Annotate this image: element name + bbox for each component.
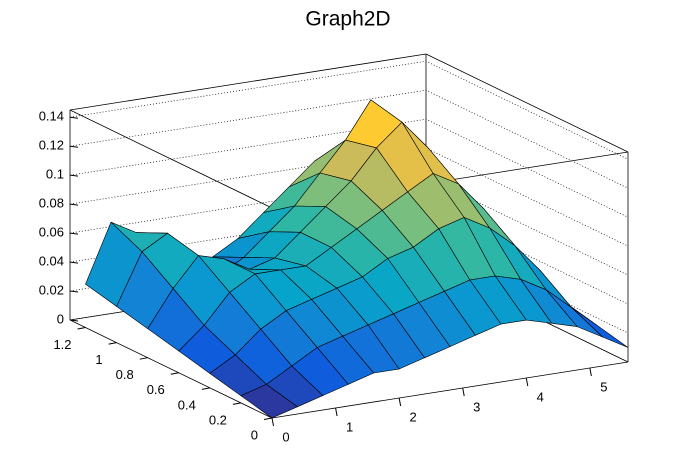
y-tick [263, 417, 273, 420]
y-tick-label: 0.6 [147, 382, 165, 397]
z-tick-label: 0.08 [39, 196, 64, 211]
y-tick [108, 342, 117, 345]
y-tick [232, 402, 242, 405]
x-tick [271, 417, 274, 427]
x-tick-label: 0 [282, 429, 289, 444]
y-tick-label: 0 [251, 427, 258, 442]
x-tick-label: 3 [473, 399, 480, 414]
z-tick [69, 319, 79, 322]
grid-line [69, 118, 629, 218]
y-tick-label: 1 [95, 352, 102, 367]
z-tick [69, 174, 79, 177]
z-tick [69, 116, 79, 119]
y-tick-label: 0.2 [209, 412, 227, 427]
x-tick-label: 5 [600, 379, 607, 394]
z-tick [69, 203, 79, 206]
y-tick [139, 357, 148, 360]
x-tick [525, 377, 529, 387]
z-tick-label: 0.02 [39, 282, 64, 297]
z-tick [69, 261, 79, 264]
box-edge [425, 53, 629, 153]
z-tick-label: 0 [57, 311, 64, 326]
x-tick [589, 367, 592, 377]
z-tick-label: 0.04 [39, 254, 64, 269]
y-tick-label: 1.2 [53, 337, 71, 352]
y-tick-label: 0.8 [116, 367, 134, 382]
x-tick [462, 387, 465, 397]
z-tick-label: 0.14 [39, 109, 64, 124]
x-tick [398, 397, 402, 407]
box-edge [69, 53, 427, 111]
z-tick [69, 290, 79, 293]
y-tick-label: 0.4 [178, 397, 196, 412]
z-tick-label: 0.1 [46, 167, 64, 182]
x-tick-label: 4 [537, 389, 544, 404]
z-tick-label: 0.06 [39, 225, 64, 240]
surface-cell [240, 384, 298, 419]
z-tick [69, 145, 79, 148]
y-tick [170, 372, 179, 375]
grid-line [69, 60, 629, 160]
x-tick-label: 2 [410, 409, 417, 424]
y-tick [77, 327, 86, 330]
z-tick-label: 0.12 [39, 138, 64, 153]
grid-line [69, 89, 629, 189]
z-tick [69, 232, 79, 235]
x-tick [335, 407, 338, 417]
box-edge [271, 361, 629, 419]
box-edge [69, 319, 273, 419]
y-tick [201, 387, 210, 390]
x-tick-label: 1 [346, 419, 353, 434]
chart-title: Graph2D [305, 8, 390, 31]
